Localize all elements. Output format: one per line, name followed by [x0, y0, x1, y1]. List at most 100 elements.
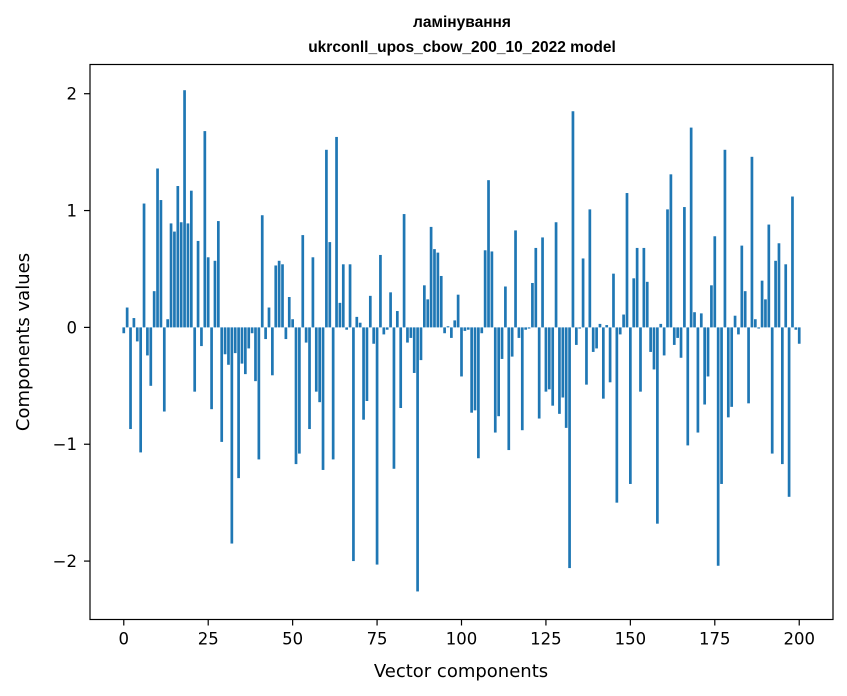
bar	[186, 223, 190, 328]
bar	[777, 243, 781, 328]
bar	[608, 327, 612, 383]
bar	[696, 327, 700, 433]
bar	[179, 222, 183, 328]
bar	[169, 223, 173, 328]
bar	[747, 327, 750, 404]
bar	[720, 327, 723, 484]
bar	[686, 327, 690, 446]
bar	[419, 327, 423, 361]
bar	[135, 327, 139, 342]
bar	[382, 327, 386, 335]
bar	[510, 327, 514, 357]
bar	[581, 258, 585, 328]
bar	[385, 327, 389, 330]
bar	[595, 327, 598, 349]
bar	[328, 242, 332, 328]
bar	[689, 127, 693, 328]
bar	[537, 327, 541, 419]
bar	[271, 327, 274, 376]
bar	[132, 318, 136, 328]
bar	[122, 327, 126, 334]
bar	[547, 327, 551, 390]
bar	[227, 327, 230, 365]
chart-subtitle: ukrconll_upos_cbow_200_10_2022 model	[308, 39, 616, 56]
bar	[406, 327, 409, 343]
bar	[743, 291, 747, 328]
bar	[497, 327, 500, 417]
y-axis-label: Components values	[13, 253, 34, 431]
bar	[473, 327, 477, 411]
bar	[216, 221, 220, 328]
bar	[757, 327, 761, 329]
bar	[321, 327, 325, 470]
bar	[710, 285, 713, 328]
bar	[470, 327, 473, 413]
bar	[723, 149, 727, 328]
bar	[618, 327, 622, 335]
x-tick-label: 150	[615, 630, 647, 649]
bar	[294, 327, 298, 465]
bar	[358, 322, 362, 328]
bar	[314, 327, 318, 392]
bar	[240, 327, 244, 364]
bar	[767, 224, 771, 328]
bar	[787, 327, 791, 497]
bar	[433, 249, 436, 328]
bar	[291, 319, 294, 328]
bar	[365, 327, 369, 401]
y-tick-label: 1	[67, 202, 78, 221]
bar	[257, 327, 261, 460]
bar	[504, 286, 507, 328]
bar	[176, 186, 180, 328]
bar	[514, 230, 517, 328]
bar	[183, 90, 186, 328]
bar	[622, 314, 625, 328]
bar	[318, 327, 321, 403]
bar	[223, 327, 227, 355]
chart-title: ламінування	[413, 14, 511, 31]
bar	[274, 265, 278, 328]
bar	[399, 327, 403, 409]
bar	[524, 327, 528, 330]
bar	[352, 327, 355, 562]
bar	[156, 168, 159, 328]
bar	[652, 327, 656, 370]
bar	[443, 327, 446, 334]
bar	[355, 316, 359, 328]
x-axis-label: Vector components	[374, 661, 548, 682]
bar	[564, 327, 568, 428]
bar	[392, 327, 396, 469]
bar	[284, 327, 288, 340]
bar	[331, 327, 335, 460]
bar	[669, 174, 673, 328]
bar	[460, 327, 463, 377]
bar	[379, 254, 382, 328]
bar	[791, 196, 794, 328]
bar	[423, 285, 426, 328]
bar	[780, 327, 784, 465]
bar	[254, 327, 257, 382]
bar	[571, 111, 575, 328]
bar	[683, 207, 686, 328]
x-axis-ticks: 0 25 50 75 100 125 150 175 200	[119, 619, 815, 649]
bar	[541, 237, 544, 328]
bar	[260, 215, 264, 328]
bar	[463, 327, 467, 331]
bar	[149, 327, 153, 386]
bar	[389, 292, 392, 328]
bar	[770, 327, 774, 454]
bar	[429, 226, 433, 328]
bar	[446, 326, 450, 328]
x-tick-label: 125	[530, 630, 562, 649]
bar	[764, 299, 767, 328]
bar	[672, 327, 676, 345]
bar	[544, 327, 548, 392]
bar	[676, 327, 679, 338]
bar	[416, 327, 419, 592]
bar	[656, 327, 659, 524]
bar	[304, 327, 308, 343]
bar	[281, 264, 284, 328]
bar	[649, 327, 652, 352]
bar	[797, 327, 801, 344]
bar	[659, 323, 663, 328]
